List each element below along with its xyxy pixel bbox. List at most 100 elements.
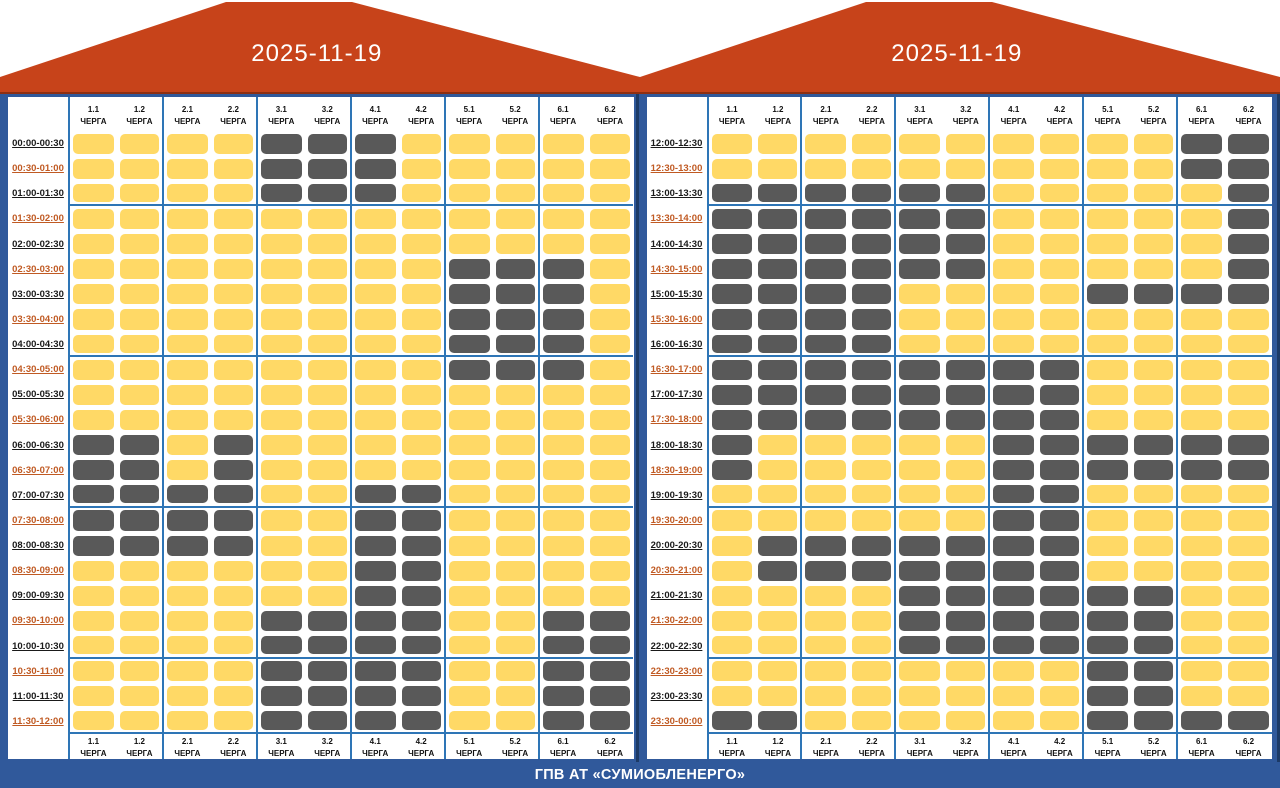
power-off-pill bbox=[1228, 183, 1269, 202]
table-corner-cell bbox=[647, 97, 709, 131]
power-status-cell bbox=[493, 583, 540, 609]
power-on-pill bbox=[758, 510, 798, 531]
power-status-cell bbox=[709, 282, 756, 307]
power-status-cell bbox=[540, 508, 587, 533]
queue-footer-4.2: 4.2 ЧЕРГА bbox=[399, 734, 446, 759]
power-status-cell bbox=[586, 181, 634, 207]
power-on-pill bbox=[1181, 560, 1223, 581]
power-status-cell bbox=[1131, 306, 1179, 332]
power-status-cell bbox=[540, 257, 587, 282]
queue-header-5.2: 5.2 ЧЕРГА bbox=[493, 97, 540, 131]
queue-number: 2.2 bbox=[866, 737, 878, 747]
power-off-pill bbox=[805, 183, 847, 202]
power-on-pill bbox=[73, 183, 114, 202]
power-status-cell bbox=[1225, 206, 1272, 231]
power-status-cell bbox=[708, 181, 756, 207]
power-status-cell bbox=[896, 357, 943, 382]
power-status-cell bbox=[70, 684, 117, 709]
power-status-cell bbox=[445, 483, 493, 508]
power-on-pill bbox=[166, 284, 208, 305]
power-status-cell bbox=[445, 634, 493, 659]
time-slot-label: 10:00-10:30 bbox=[8, 633, 70, 659]
power-status-cell bbox=[896, 257, 943, 282]
power-on-pill bbox=[401, 384, 441, 405]
power-on-pill bbox=[993, 183, 1035, 202]
power-on-pill bbox=[401, 460, 441, 481]
power-status-cell bbox=[211, 131, 258, 157]
power-status-cell bbox=[164, 508, 211, 533]
power-status-cell bbox=[258, 583, 305, 608]
power-off-pill bbox=[542, 711, 584, 730]
power-on-pill bbox=[852, 485, 892, 504]
power-status-cell bbox=[493, 507, 540, 533]
power-on-pill bbox=[119, 183, 159, 202]
power-status-cell bbox=[1131, 633, 1179, 659]
queue-header-3.1: 3.1 ЧЕРГА bbox=[896, 97, 943, 131]
power-status-cell bbox=[1178, 357, 1225, 382]
power-status-cell bbox=[990, 458, 1037, 483]
power-status-cell bbox=[539, 181, 587, 207]
power-on-pill bbox=[260, 560, 302, 581]
power-on-pill bbox=[119, 284, 159, 305]
power-status-cell bbox=[540, 206, 587, 231]
power-status-cell bbox=[1084, 257, 1131, 282]
power-on-pill bbox=[852, 158, 892, 179]
power-status-cell bbox=[943, 281, 991, 307]
power-status-cell bbox=[305, 156, 352, 182]
power-on-pill bbox=[401, 133, 441, 154]
power-on-pill bbox=[73, 234, 114, 255]
power-status-cell bbox=[1178, 257, 1225, 282]
power-on-pill bbox=[852, 636, 892, 655]
power-status-cell bbox=[210, 482, 258, 508]
queue-number: 6.1 bbox=[1195, 737, 1208, 747]
power-on-pill bbox=[354, 409, 396, 430]
queue-word: ЧЕРГА bbox=[1188, 116, 1215, 126]
power-off-pill bbox=[899, 409, 941, 430]
queue-number: 6.2 bbox=[1242, 104, 1255, 114]
power-off-pill bbox=[899, 359, 941, 380]
power-status-cell bbox=[1225, 232, 1272, 257]
queue-word: ЧЕРГА bbox=[268, 749, 295, 758]
power-status-cell bbox=[258, 257, 305, 282]
queue-number: 2.1 bbox=[820, 104, 832, 114]
power-off-pill bbox=[1228, 158, 1269, 179]
power-status-cell bbox=[943, 457, 991, 483]
power-status-cell bbox=[1178, 307, 1225, 332]
power-status-cell bbox=[399, 608, 446, 634]
queue-footer-5.1: 5.1 ЧЕРГА bbox=[446, 734, 493, 759]
power-status-cell bbox=[943, 708, 991, 734]
power-on-pill bbox=[805, 661, 847, 682]
power-off-pill bbox=[1228, 435, 1269, 456]
power-status-cell bbox=[164, 558, 211, 583]
power-status-cell bbox=[70, 257, 117, 282]
power-off-pill bbox=[1040, 435, 1080, 456]
power-on-pill bbox=[993, 661, 1035, 682]
power-status-cell bbox=[446, 684, 493, 709]
time-slot-label: 02:00-02:30 bbox=[8, 231, 70, 257]
power-on-pill bbox=[401, 435, 441, 456]
queue-word: ЧЕРГА bbox=[718, 116, 746, 126]
queue-number: 1.1 bbox=[726, 104, 738, 114]
power-status-cell bbox=[1225, 583, 1272, 608]
power-status-cell bbox=[304, 482, 352, 508]
power-on-pill bbox=[495, 208, 535, 229]
queue-number: 2.2 bbox=[227, 737, 239, 747]
power-on-pill bbox=[993, 284, 1035, 305]
power-status-cell bbox=[755, 432, 803, 458]
power-status-cell bbox=[70, 407, 117, 432]
queue-word: ЧЕРГА bbox=[764, 116, 791, 126]
power-status-cell bbox=[1084, 709, 1132, 734]
power-status-cell bbox=[539, 709, 587, 734]
queue-number: 6.1 bbox=[557, 104, 569, 114]
power-on-pill bbox=[758, 460, 798, 481]
power-status-cell bbox=[755, 156, 803, 182]
power-off-pill bbox=[401, 711, 441, 730]
power-status-cell bbox=[1178, 608, 1225, 633]
queue-number: 5.1 bbox=[463, 737, 475, 747]
power-status-cell bbox=[493, 608, 540, 634]
power-on-pill bbox=[589, 535, 631, 556]
power-off-pill bbox=[899, 535, 941, 556]
power-off-pill bbox=[1228, 259, 1269, 280]
power-on-pill bbox=[119, 359, 159, 380]
power-on-pill bbox=[73, 284, 114, 305]
